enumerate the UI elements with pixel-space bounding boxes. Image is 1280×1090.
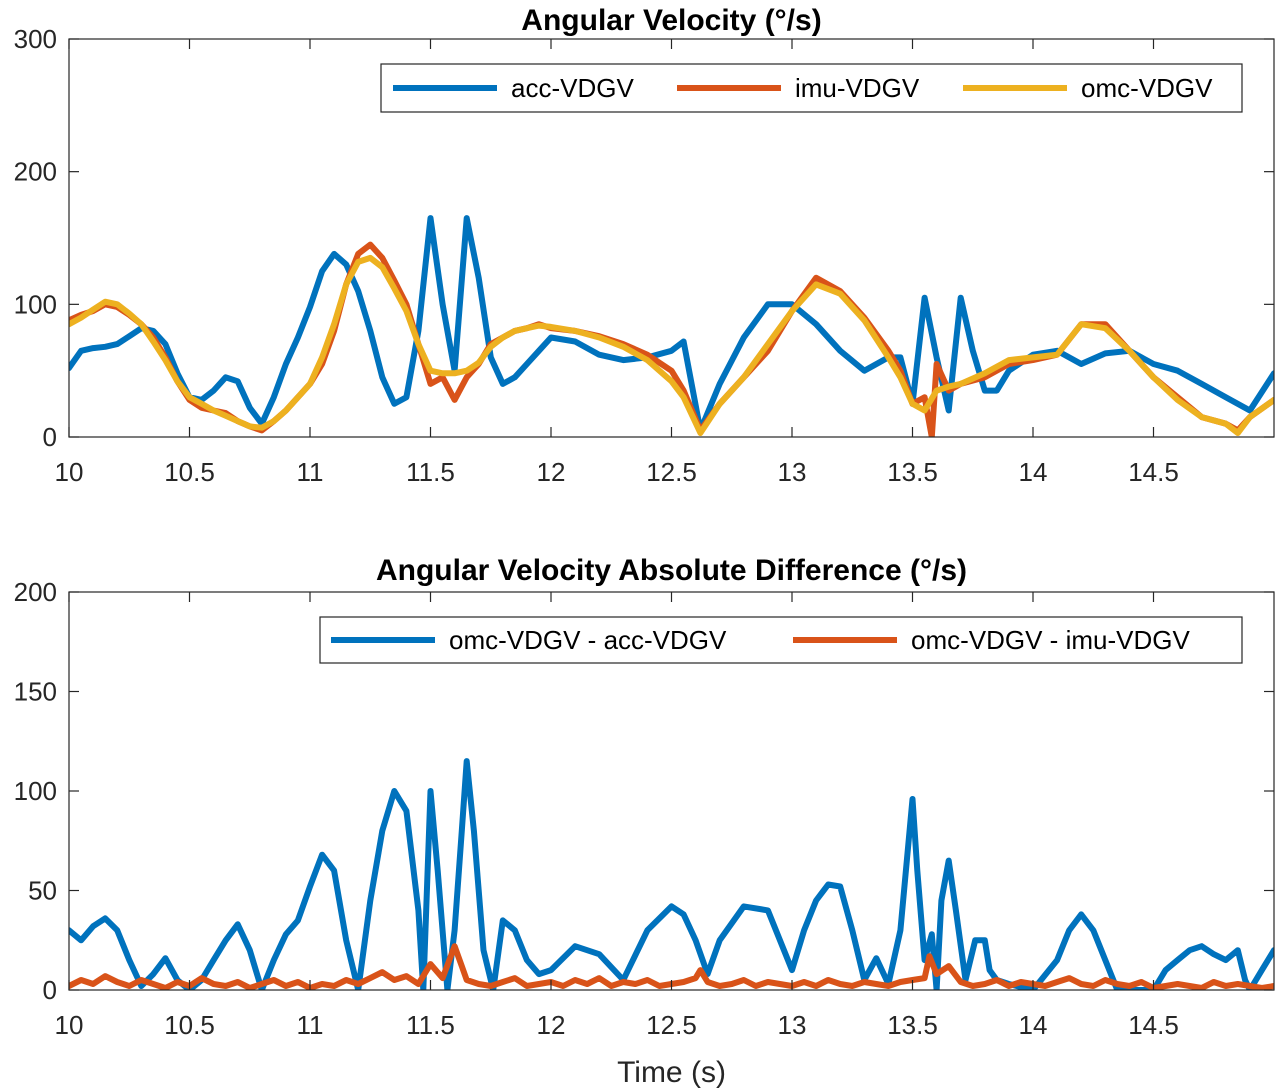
x-tick-label: 11 (297, 1010, 324, 1040)
y-tick-label: 150 (14, 677, 57, 707)
series-line-3 (69, 254, 1274, 436)
legend-label: omc-VDGV (1081, 73, 1213, 103)
x-tick-label: 12.5 (646, 457, 697, 487)
legend-label: omc-VDGV - imu-VDGV (911, 625, 1190, 655)
y-tick-label: 0 (43, 422, 57, 452)
x-tick-label: 11.5 (406, 457, 455, 487)
chart-1: 10 10.5 11 11.5 12 12.5 13 13.5 14 14.5 0 100 200 300… (14, 4, 1275, 487)
series-line-1 (69, 215, 1274, 434)
y-tick-label: 100 (14, 776, 57, 806)
x-tick-label: 10.5 (164, 1010, 215, 1040)
legend-box (319, 616, 1243, 664)
x-tick-label: 14.5 (1128, 457, 1179, 487)
legend: acc-VDGV imu-VDGV omc-VDGV (380, 63, 1243, 113)
x-tick-label: 12 (537, 457, 566, 487)
x-tick-label: 11 (297, 457, 324, 487)
x-tick-label: 13 (778, 457, 807, 487)
x-tick-label: 12.5 (646, 1010, 697, 1040)
x-axis-label: Time (s) (617, 1056, 726, 1089)
x-tick-label: 14 (1019, 457, 1048, 487)
chart-title: Angular Velocity Absolute Difference (°/… (376, 554, 967, 587)
x-tick-label: 10 (55, 457, 84, 487)
legend-label: omc-VDGV - acc-VDGV (449, 625, 727, 655)
y-tick-label: 200 (14, 157, 57, 187)
legend: omc-VDGV - acc-VDGV omc-VDGV - imu-VDGV (319, 616, 1243, 664)
legend-label: imu-VDGV (795, 73, 920, 103)
chart-title: Angular Velocity (°/s) (521, 4, 821, 37)
y-tick-label: 0 (43, 975, 57, 1005)
y-tick-label: 100 (14, 289, 57, 319)
x-tick-label: 10 (55, 1010, 84, 1040)
x-tick-label: 13.5 (887, 457, 938, 487)
legend-label: acc-VDGV (511, 73, 634, 103)
y-tick-label: 300 (14, 24, 57, 54)
series-line-1 (69, 758, 1274, 990)
x-tick-label: 13.5 (887, 1010, 938, 1040)
y-tick-label: 50 (28, 876, 57, 906)
legend-box (380, 63, 1243, 113)
x-tick-label: 10.5 (164, 457, 215, 487)
x-tick-label: 14.5 (1128, 1010, 1179, 1040)
x-tick-label: 14 (1019, 1010, 1048, 1040)
series-line-2 (69, 943, 1274, 990)
chart-2: 10 10.5 11 11.5 12 12.5 13 13.5 14 14.5 0 50 100 150 2… (14, 554, 1275, 1089)
x-tick-label: 13 (778, 1010, 807, 1040)
x-tick-label: 12 (537, 1010, 566, 1040)
x-tick-label: 11.5 (406, 1010, 455, 1040)
y-tick-label: 200 (14, 577, 57, 607)
